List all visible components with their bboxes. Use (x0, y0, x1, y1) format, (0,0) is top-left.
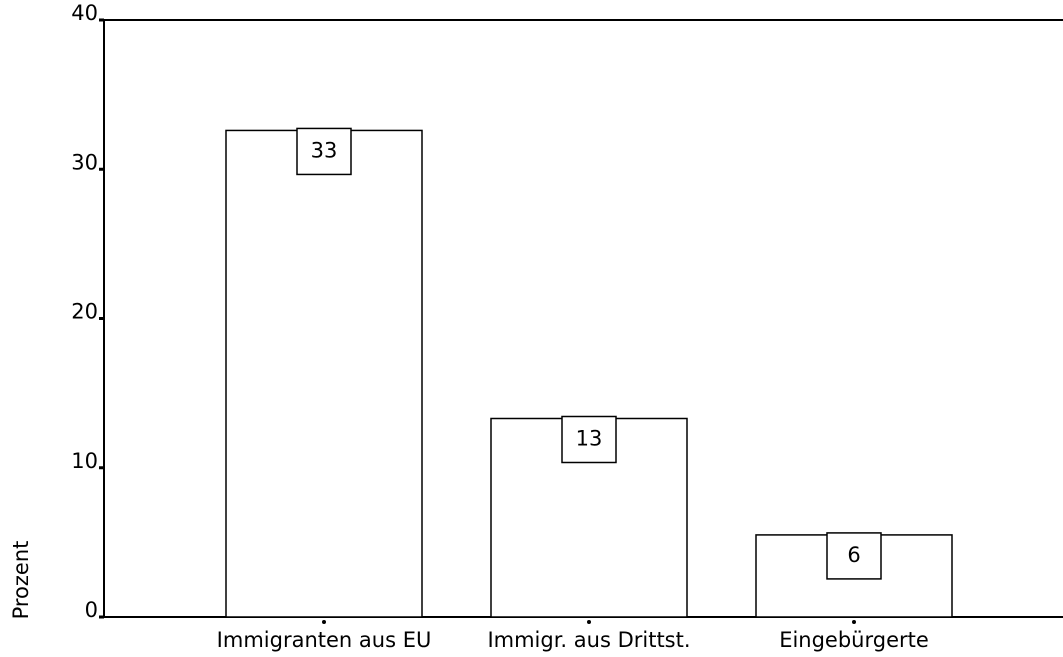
y-axis-label: Prozent (9, 541, 33, 620)
y-tick-label: 40 (71, 1, 98, 25)
x-tick (852, 620, 856, 624)
value-label: 6 (847, 543, 860, 567)
value-label-box (561, 415, 617, 464)
x-tick-label: Eingebürgerte (779, 628, 929, 652)
value-label-box (296, 127, 352, 176)
value-label-box (826, 532, 882, 580)
x-tick-label: Immigranten aus EU (217, 628, 432, 652)
x-tick (322, 620, 326, 624)
x-tick (587, 620, 591, 624)
value-label: 33 (311, 138, 338, 162)
x-tick-label: Immigr. aus Drittst. (487, 628, 690, 652)
y-tick-label: 10 (71, 449, 98, 473)
bar (225, 129, 423, 618)
y-tick-label: 30 (71, 150, 98, 174)
y-tick-label: 20 (71, 300, 98, 324)
value-label: 13 (576, 426, 603, 450)
y-tick-label: 0 (85, 598, 98, 622)
